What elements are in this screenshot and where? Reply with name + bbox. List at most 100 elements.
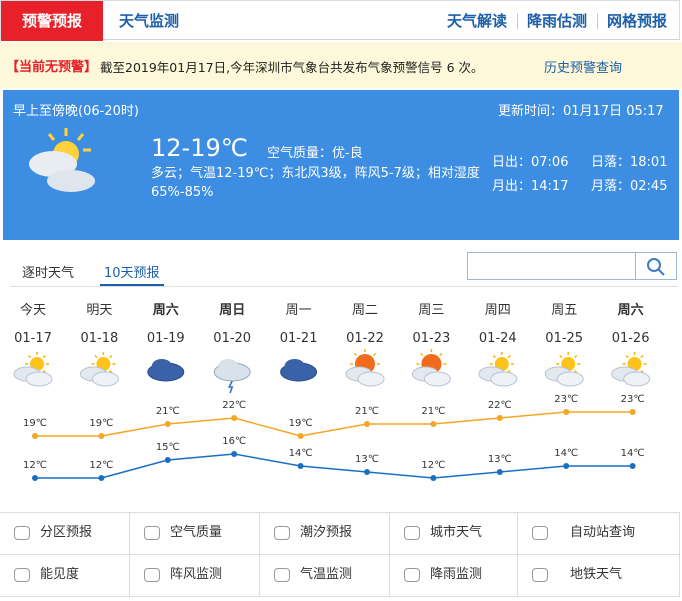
nav-link[interactable]: 网格预报 [607,12,668,30]
nav-link[interactable]: 天气解读 [447,12,508,30]
sun-ray [507,369,511,374]
temp-label: 15℃ [156,442,180,453]
temp-label: 16℃ [222,436,246,447]
temp-label: 19℃ [289,418,313,429]
day-label: 周五 [551,303,577,318]
menu-item[interactable]: 潮汐预报 [260,513,390,555]
menu-icon [274,568,290,582]
temp-point [496,415,503,421]
menu-item[interactable]: 降雨监测 [390,555,518,597]
day-label: 周三 [418,303,444,318]
sun-ray [109,354,113,359]
menu-icon [274,526,290,540]
temp-point [98,433,105,439]
temp-label: 21℃ [156,406,180,417]
search-icon[interactable] [646,257,666,277]
alert-status: 【当前无预警】 [6,60,98,75]
sunset: 日落：18:01 [591,155,668,170]
menu-item[interactable]: 地铁天气 [518,555,680,597]
search-box[interactable] [467,252,677,280]
menu-label: 自动站查询 [570,525,636,540]
cloud [556,371,584,387]
weather-icon [13,352,53,387]
temp-point [297,463,304,469]
menu-label: 空气质量 [170,525,223,540]
day-label: 周四 [485,303,511,318]
menu-item[interactable]: 气温监测 [260,555,390,597]
sun-ray [507,354,511,359]
date-label: 01-17 [14,331,52,346]
alert-link[interactable]: 历史预警查询 [544,61,623,76]
temp-label: 23℃ [621,394,645,405]
menu-icon [14,568,30,582]
forecast-tab[interactable]: 10天预报 [104,266,160,281]
nav-tab[interactable]: 预警预报 [1,1,103,41]
sun-ray [574,369,578,374]
menu-item[interactable]: 空气质量 [130,513,260,555]
temp-point [297,433,304,439]
temp-point [496,469,503,475]
sun-ray [42,354,47,359]
temp-label: 22℃ [488,400,512,411]
nav-tab[interactable]: 天气监测 [119,12,180,30]
menu-icon [532,568,548,582]
cloud [423,371,451,387]
sun-ray [640,354,644,359]
forecast-chart: 今天 01-17 明天 01-18 周六 01-19 周日 01-20 周一 01-21 周二 01-… [13,302,651,481]
menu-label: 地铁天气 [570,567,623,582]
sun-ray [439,352,443,357]
temp-label: 12℃ [23,460,47,471]
temp-label: 14℃ [621,448,645,459]
temperature: 12-19℃ [151,134,248,162]
current-panel: 早上至傍晚(06-20时) 更新时间：01月17日 05:17 12-19℃ 空… [3,90,679,240]
day-label: 明天 [86,303,112,318]
cloud [91,371,119,387]
sun-ray [94,354,98,359]
temp-label: 12℃ [89,460,113,471]
date-label: 01-20 [213,331,251,346]
date-label: 01-24 [479,331,517,346]
moonrise: 月出：14:17 [492,179,569,194]
menu-item[interactable]: 能见度 [0,555,130,597]
temp-point [364,421,370,427]
menu-item[interactable]: 分区预报 [0,513,130,555]
nav-link[interactable]: 降雨估测 [527,12,588,30]
temp-point [98,475,105,481]
sun-ray [492,354,496,359]
menu-icon [404,526,420,540]
temp-point [629,409,636,415]
menu-item[interactable]: 阵风监测 [130,555,260,597]
menu-label: 能见度 [40,567,80,582]
temp-line [35,411,633,437]
sun-ray [559,354,563,359]
sun-ray [27,354,32,359]
forecast-tab[interactable]: 逐时天气 [22,266,75,281]
menu-icon [144,526,160,540]
sun-ray [574,354,578,359]
menu-icon [144,568,160,582]
temp-label: 14℃ [554,448,578,459]
temp-point [364,469,370,475]
day-label: 周日 [219,303,245,318]
day-label: 周一 [286,303,312,318]
menu-item[interactable]: 城市天气 [390,513,518,555]
divider [597,13,598,29]
sun-ray [109,369,113,374]
tab-underline [100,284,164,286]
menu-label: 城市天气 [430,525,483,540]
menu-label: 分区预报 [40,525,93,540]
date-label: 01-25 [545,331,583,346]
sunrise: 日出：07:06 [492,155,569,170]
temp-label: 13℃ [355,454,379,465]
cloud [284,359,305,373]
day-label: 周六 [153,302,179,318]
weather-icon [478,352,518,387]
temp-point [563,463,570,469]
menu-item[interactable]: 自动站查询 [518,513,680,555]
temp-label: 13℃ [488,454,512,465]
weather-icon [147,359,185,382]
cloud [25,371,53,387]
menu-label: 降雨监测 [430,567,483,582]
menu-icon [404,568,420,582]
